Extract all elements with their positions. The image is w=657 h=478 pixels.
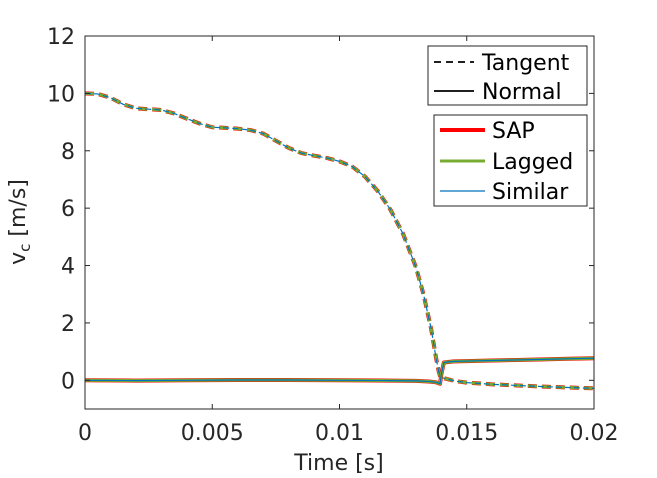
y-axis: 0 2 4 6 8 10 12 xyxy=(47,25,594,394)
legend-style-box xyxy=(427,45,588,106)
legend-method: SAP Lagged Similar xyxy=(433,114,588,207)
x-tick-label: 0 xyxy=(78,421,92,446)
legend-lagged-label: Lagged xyxy=(492,150,573,175)
y-tick-label: 12 xyxy=(47,25,75,50)
legend-tangent-label: Tangent xyxy=(481,51,570,76)
x-tick-label: 0.01 xyxy=(315,421,364,446)
y-tick-label: 10 xyxy=(47,82,75,107)
x-axis-label: Time [s] xyxy=(293,451,383,476)
x-axis: 0 0.005 0.01 0.015 0.02 xyxy=(78,36,618,446)
y-tick-label: 4 xyxy=(61,255,75,280)
series-line-normal-similar xyxy=(84,357,595,385)
y-tick-label: 8 xyxy=(61,140,75,165)
y-tick-label: 2 xyxy=(61,312,75,337)
x-tick-label: 0.005 xyxy=(181,421,244,446)
legend-style: Tangent Normal xyxy=(427,45,588,106)
legend-normal-label: Normal xyxy=(482,80,562,105)
x-tick-label: 0.02 xyxy=(570,421,619,446)
x-tick-label: 0.015 xyxy=(435,421,498,446)
data-lines xyxy=(84,91,595,391)
y-tick-label: 6 xyxy=(61,197,75,222)
y-axis-label: vc [m/s] xyxy=(6,179,34,265)
series-line-tangent-similar xyxy=(84,92,595,389)
legend-sap-label: SAP xyxy=(492,119,535,144)
y-tick-label: 0 xyxy=(61,369,75,394)
legend-similar-label: Similar xyxy=(492,180,569,205)
